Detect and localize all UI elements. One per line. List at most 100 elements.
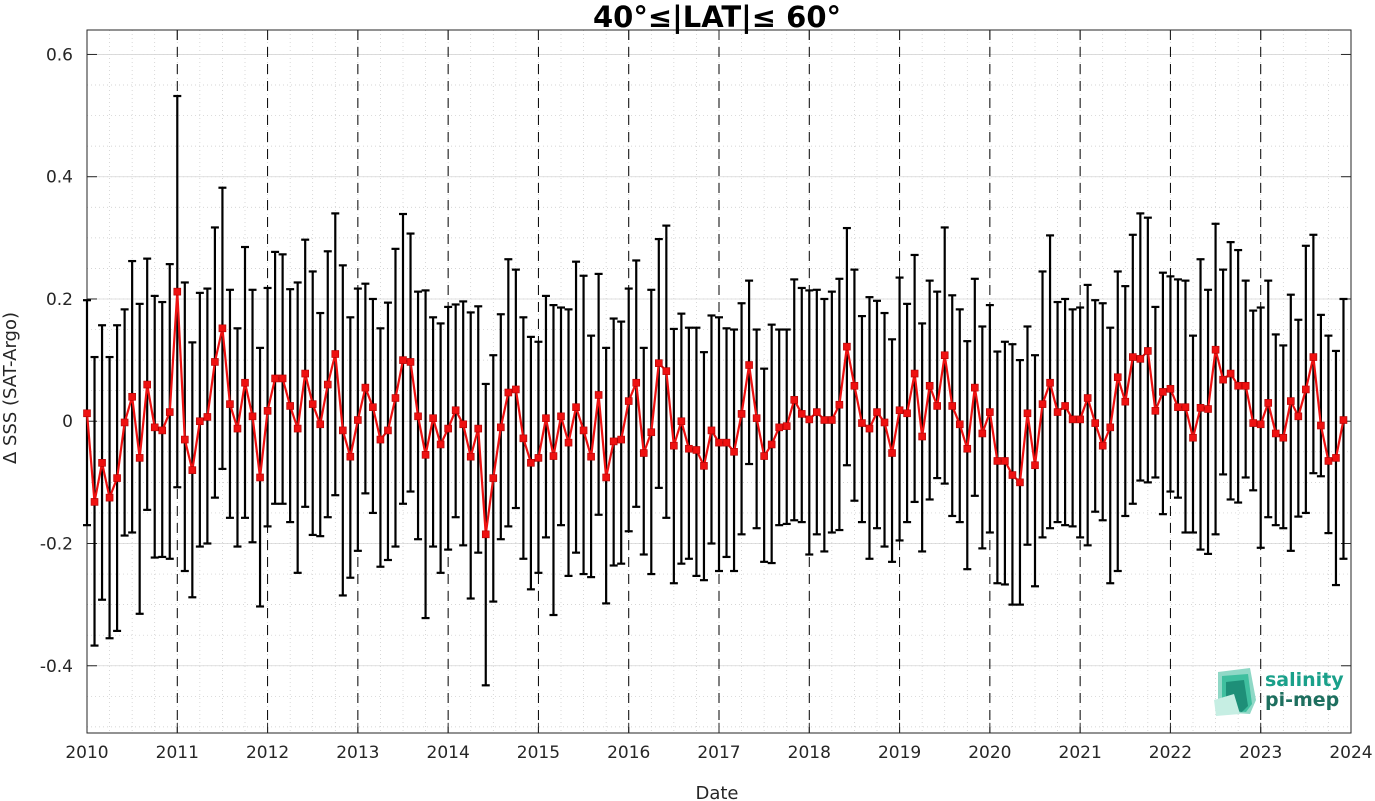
data-point bbox=[767, 440, 776, 449]
data-point bbox=[346, 452, 355, 461]
data-point bbox=[271, 374, 279, 383]
data-point bbox=[459, 420, 467, 429]
data-point bbox=[436, 440, 445, 449]
data-point bbox=[421, 451, 430, 459]
data-point bbox=[1271, 429, 1280, 438]
x-axis-label: Date bbox=[695, 783, 738, 801]
data-point bbox=[1016, 478, 1024, 487]
data-point bbox=[1076, 415, 1084, 424]
data-point bbox=[873, 408, 881, 416]
data-point bbox=[135, 454, 144, 462]
data-point bbox=[1113, 373, 1122, 382]
data-point bbox=[639, 449, 648, 457]
data-point bbox=[1083, 394, 1092, 402]
data-point bbox=[948, 402, 957, 410]
data-point bbox=[308, 400, 317, 408]
data-point bbox=[83, 409, 91, 418]
data-point bbox=[1023, 409, 1032, 418]
data-point bbox=[1106, 423, 1115, 432]
data-point bbox=[1038, 400, 1047, 408]
data-point bbox=[1129, 353, 1137, 361]
data-point bbox=[594, 391, 603, 399]
data-point bbox=[1294, 412, 1303, 421]
data-point bbox=[542, 414, 550, 422]
data-point bbox=[226, 400, 234, 408]
y-tick-label: -0.4 bbox=[40, 657, 73, 677]
data-point bbox=[211, 358, 219, 366]
data-point bbox=[632, 378, 641, 387]
x-tick-label: 2016 bbox=[607, 743, 650, 763]
data-point bbox=[165, 408, 174, 416]
data-point bbox=[1309, 353, 1318, 361]
data-point bbox=[339, 426, 347, 435]
data-point bbox=[692, 446, 701, 454]
data-point bbox=[1144, 347, 1152, 355]
data-point bbox=[662, 367, 671, 375]
data-point bbox=[790, 396, 799, 404]
data-point bbox=[158, 426, 167, 435]
data-point bbox=[354, 416, 362, 424]
data-point bbox=[489, 474, 498, 482]
data-point bbox=[1098, 441, 1107, 450]
data-point bbox=[188, 466, 197, 474]
x-tick-label: 2018 bbox=[788, 743, 831, 763]
data-point bbox=[940, 351, 949, 360]
y-tick-label: -0.2 bbox=[40, 534, 73, 554]
y-tick-label: 0 bbox=[62, 412, 73, 432]
data-point bbox=[1136, 355, 1145, 363]
data-point bbox=[549, 452, 558, 460]
data-point bbox=[218, 324, 227, 333]
x-tick-label: 2017 bbox=[697, 743, 740, 763]
data-point bbox=[361, 383, 370, 392]
data-point bbox=[1068, 415, 1077, 424]
x-tick-label: 2024 bbox=[1329, 743, 1372, 763]
data-point bbox=[745, 361, 753, 369]
data-point bbox=[173, 287, 182, 296]
data-point bbox=[196, 417, 204, 426]
x-tick-label: 2022 bbox=[1149, 743, 1192, 763]
logo-line1: salinity bbox=[1265, 669, 1344, 691]
x-tick-label: 2011 bbox=[156, 743, 199, 763]
data-point bbox=[1219, 375, 1227, 384]
data-point bbox=[256, 473, 264, 482]
series-markers bbox=[83, 287, 1348, 539]
data-point bbox=[557, 412, 565, 421]
data-point bbox=[925, 381, 934, 390]
x-tick-label: 2023 bbox=[1239, 743, 1282, 763]
data-point bbox=[888, 449, 896, 457]
data-point bbox=[933, 402, 941, 410]
data-point bbox=[910, 369, 919, 378]
data-point bbox=[286, 402, 294, 410]
data-point bbox=[384, 426, 392, 435]
data-point bbox=[519, 434, 528, 443]
data-point bbox=[752, 414, 761, 422]
data-point bbox=[1166, 385, 1175, 393]
salinity-pimep-logo: salinity pi-mep bbox=[1214, 668, 1344, 716]
data-point bbox=[474, 424, 483, 433]
data-point bbox=[444, 424, 452, 433]
data-point bbox=[1256, 420, 1265, 429]
data-point bbox=[1174, 403, 1182, 411]
data-point bbox=[820, 416, 829, 424]
data-point bbox=[963, 444, 972, 453]
data-point bbox=[986, 408, 994, 416]
data-point bbox=[737, 410, 746, 418]
data-point bbox=[797, 410, 806, 418]
x-tick-label: 2015 bbox=[517, 743, 560, 763]
y-tick-label: 0.6 bbox=[46, 45, 73, 65]
data-point bbox=[903, 409, 911, 418]
x-tick-label: 2010 bbox=[65, 743, 108, 763]
data-point bbox=[895, 406, 904, 415]
data-point bbox=[1324, 457, 1333, 465]
data-point bbox=[293, 424, 302, 433]
data-point bbox=[1181, 403, 1190, 411]
data-point bbox=[451, 406, 460, 415]
data-point bbox=[775, 423, 783, 432]
data-point bbox=[993, 457, 1002, 465]
data-point bbox=[120, 418, 129, 427]
y-axis-label: Δ SSS (SAT-Argo) bbox=[0, 312, 21, 464]
data-point bbox=[700, 462, 708, 470]
data-point bbox=[181, 435, 189, 444]
data-point bbox=[1264, 399, 1273, 407]
